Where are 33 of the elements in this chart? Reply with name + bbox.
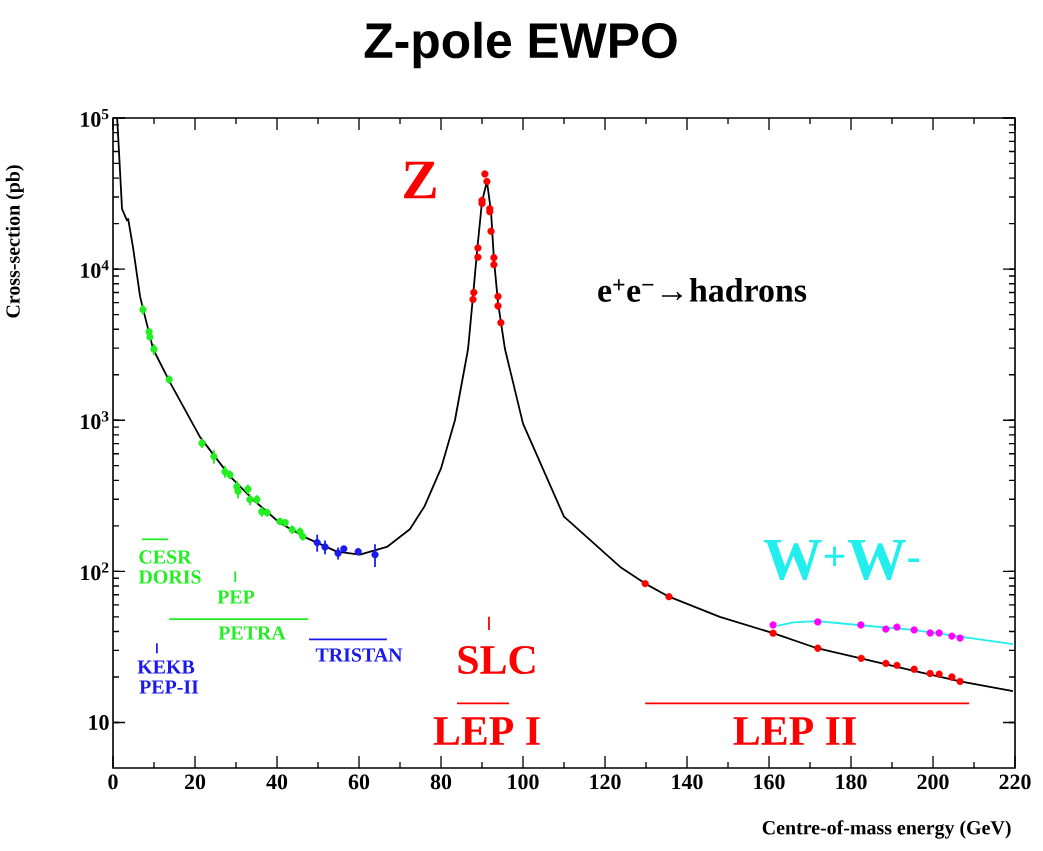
x-axis-title: Centre-of-mass energy (GeV) [762,820,1011,839]
x-tick-label: 60 [348,774,370,790]
x-tick-label: 80 [430,774,452,790]
annotation: DORIS [138,570,201,584]
annotation: Z [404,161,436,199]
x-tick-label: 140 [672,774,703,790]
x-tick-label: 120 [590,774,621,790]
x-tick-label: 20 [184,774,206,790]
y-tick-label: 10$^{3}$ [81,411,109,430]
annotation: LEP I [433,717,540,745]
x-tick-label: 40 [266,774,288,790]
x-tick-label: 160 [754,774,785,790]
y-tick-label: 10$^{4}$ [81,260,109,279]
x-tick-label: 0 [108,774,118,790]
annotation: CESR [139,550,192,564]
x-tick-label: 100 [508,774,539,790]
x-tick-label: 200 [917,774,949,790]
y-tick-label: 10$^{5}$ [81,109,109,127]
y-tick-label: 10 [89,715,109,730]
y-tick-label: 10$^{2}$ [81,562,109,581]
annotation: PETRA [218,626,286,640]
annotation: KEKB [137,660,195,674]
annotation: PEP-II [139,680,199,694]
annotation: TRISTAN [315,648,403,662]
annotation: LEP II [733,717,856,745]
x-tick-label: 220 [999,774,1031,790]
annotation: W$^{+}$W$^{-}$ [763,539,920,581]
annotation: PEP [217,590,255,604]
y-axis-title: Cross-section (pb) [5,165,24,318]
annotation: SLC [458,645,535,675]
chart-title: Z-pole EWPO [364,21,677,69]
annotation: e$^{+}$e$^{−}$→hadrons [598,278,807,302]
x-tick-label: 180 [836,774,867,790]
